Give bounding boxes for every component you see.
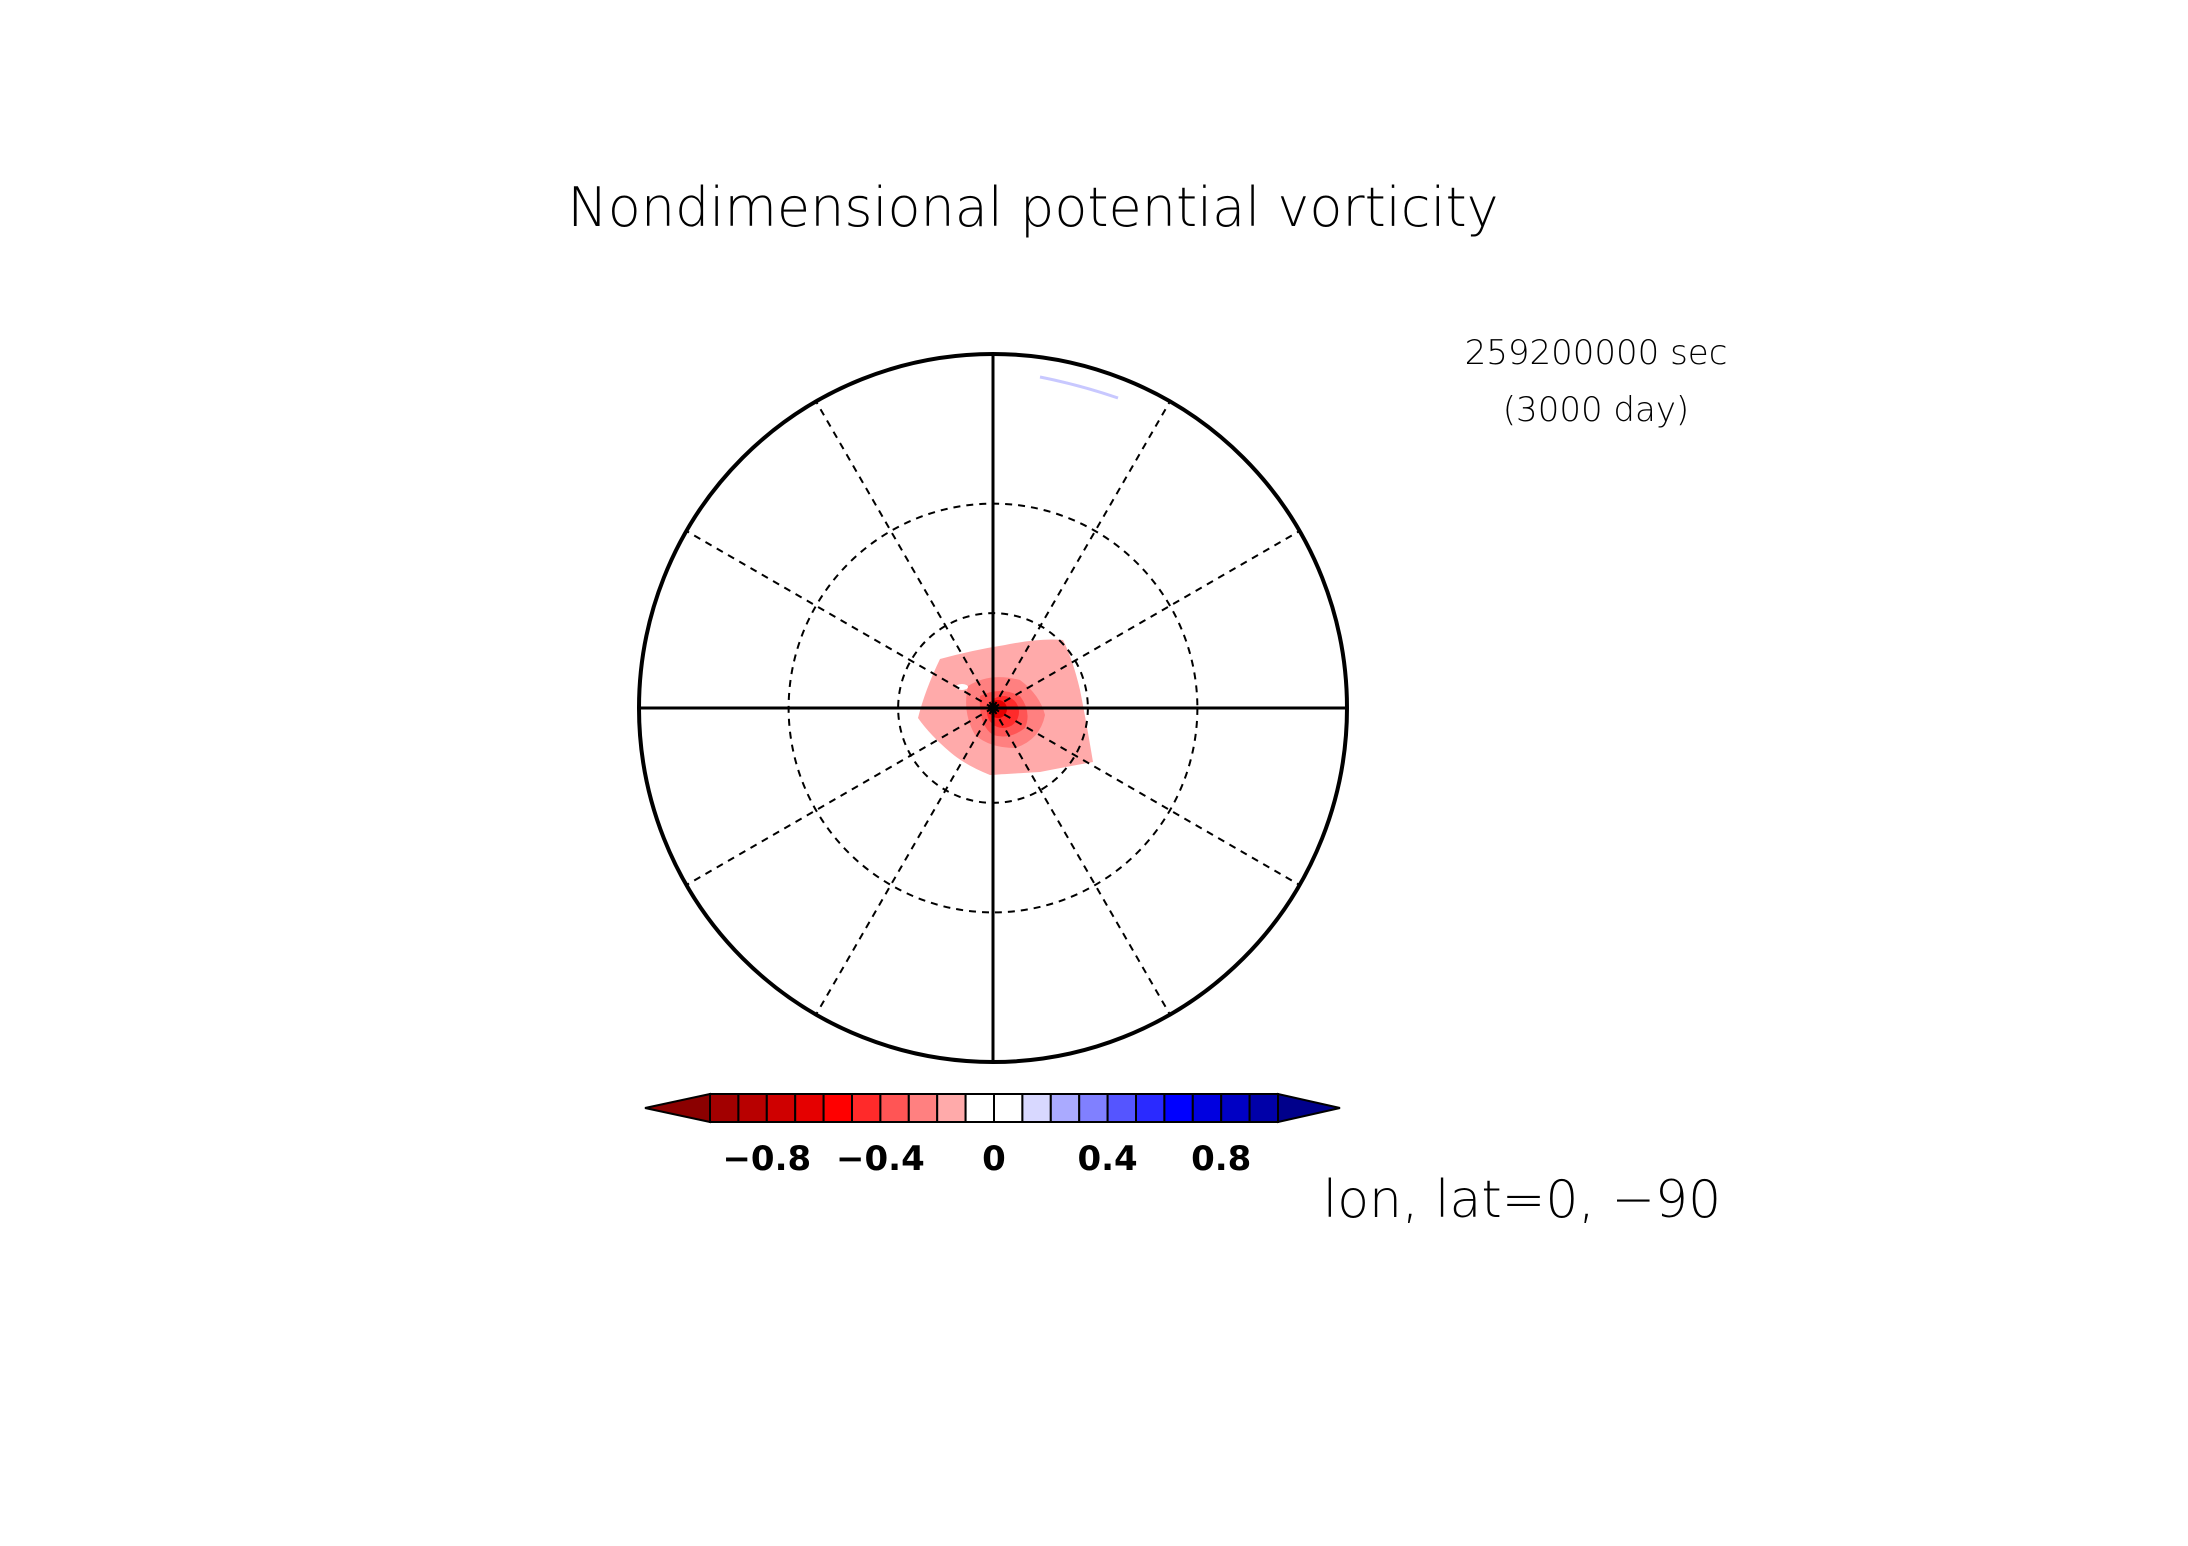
meridian-line (992, 400, 1171, 709)
colorbar-bin (1135, 1093, 1166, 1123)
colorbar-bin (936, 1093, 967, 1123)
meridian-line (992, 707, 1301, 886)
colorbar-tick-label: −0.8 (722, 1139, 811, 1179)
colorbar-bin (765, 1093, 797, 1123)
colorbar-bin (1106, 1093, 1137, 1123)
time-label-days: (3000 day) (1503, 390, 1689, 430)
colorbar-tick-label: 0.8 (1191, 1139, 1251, 1179)
colorbar-bin (964, 1093, 995, 1123)
colorbar-bin (907, 1093, 939, 1123)
map-boundary (637, 352, 1349, 1064)
colorbar-bin (1163, 1093, 1194, 1123)
meridian-line (815, 707, 994, 1016)
colorbar-tick-label: −0.4 (836, 1139, 925, 1179)
axis-label: lon, lat=0, −90 (1323, 1170, 1721, 1230)
meridian-line (815, 400, 994, 709)
colorbar-bin (993, 1093, 1024, 1123)
colorbar-bin (1220, 1093, 1251, 1123)
graticule (637, 352, 1349, 1064)
colorbar: −0.8 −0.4 0 0.4 0.8 (644, 1092, 1341, 1179)
colorbar-bin (879, 1093, 910, 1123)
meridian-line (685, 707, 994, 886)
colorbar-bin (1049, 1093, 1081, 1123)
meridian-line (685, 530, 994, 709)
colorbar-bin (1248, 1093, 1279, 1123)
meridian-line (992, 530, 1301, 709)
colorbar-extend-low (644, 1092, 711, 1124)
colorbar-tick-label: 0.4 (1077, 1139, 1137, 1179)
field-layer (918, 375, 1119, 775)
colorbar-tick-label: 0 (982, 1139, 1006, 1179)
colorbar-bin (1078, 1093, 1109, 1123)
colorbar-bin (851, 1093, 882, 1123)
colorbar-bin (1191, 1093, 1223, 1123)
time-label: 259200000 sec (1465, 333, 1728, 373)
colorbar-bin (709, 1093, 740, 1123)
colorbar-bin (1021, 1093, 1052, 1123)
colorbar-extend-high (1277, 1092, 1341, 1124)
meridian-line (992, 707, 1171, 1016)
contour-blue-arc (1039, 375, 1119, 400)
colorbar-bin (737, 1093, 768, 1123)
colorbar-bin (794, 1093, 825, 1123)
colorbar-bin (822, 1093, 853, 1123)
chart-title: Nondimensional potential vorticity (567, 176, 1498, 239)
